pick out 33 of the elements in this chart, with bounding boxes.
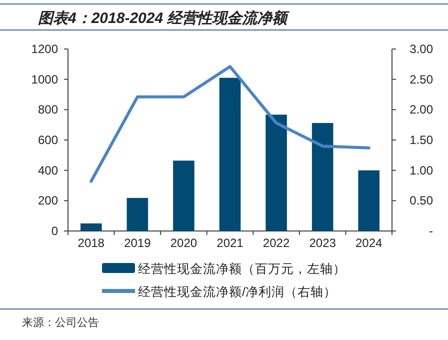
line-series: [90, 65, 370, 183]
y-tick-label: 1200: [31, 42, 58, 56]
x-tick-label: 2021: [216, 236, 244, 250]
bar: [80, 223, 102, 231]
y-tick-label: 600: [38, 133, 58, 147]
x-tick-label: 2018: [78, 236, 105, 250]
y2-tick-label: 1.00: [410, 163, 434, 178]
x-tick-label: 2019: [124, 236, 152, 250]
bar: [126, 198, 148, 231]
x-tick-label: 2023: [309, 236, 336, 250]
legend-label: 经营性现金流净额（百万元，左轴）: [138, 261, 346, 276]
y2-tick-label: 2.00: [410, 102, 434, 117]
y-tick-label: 400: [38, 163, 58, 178]
chart-title: 图表4：2018-2024 经营性现金流净额: [38, 9, 290, 27]
y2-tick-label: 1.50: [410, 133, 434, 147]
legend-label: 经营性现金流净额/净利润（右轴）: [138, 284, 336, 299]
bar: [358, 170, 380, 231]
y2-tick-label: 0.50: [410, 194, 434, 208]
x-tick-label: 2024: [356, 236, 383, 250]
y-tick-label: 1000: [31, 72, 58, 86]
x-tick-label: 2020: [170, 236, 198, 250]
bar: [219, 78, 241, 231]
y-tick-label: 0: [51, 224, 58, 238]
y2-tick-label: 2.50: [410, 72, 434, 86]
y-tick-label: 800: [38, 102, 58, 117]
y-tick-label: 200: [38, 194, 58, 208]
bar: [312, 123, 334, 231]
y2-tick-label: 3.00: [410, 42, 434, 56]
x-tick-label: 2022: [262, 236, 290, 250]
source-note: 来源：公司公告: [22, 316, 99, 329]
bar: [266, 114, 287, 231]
y2-tick-label: -: [429, 224, 433, 238]
bar: [173, 160, 194, 231]
